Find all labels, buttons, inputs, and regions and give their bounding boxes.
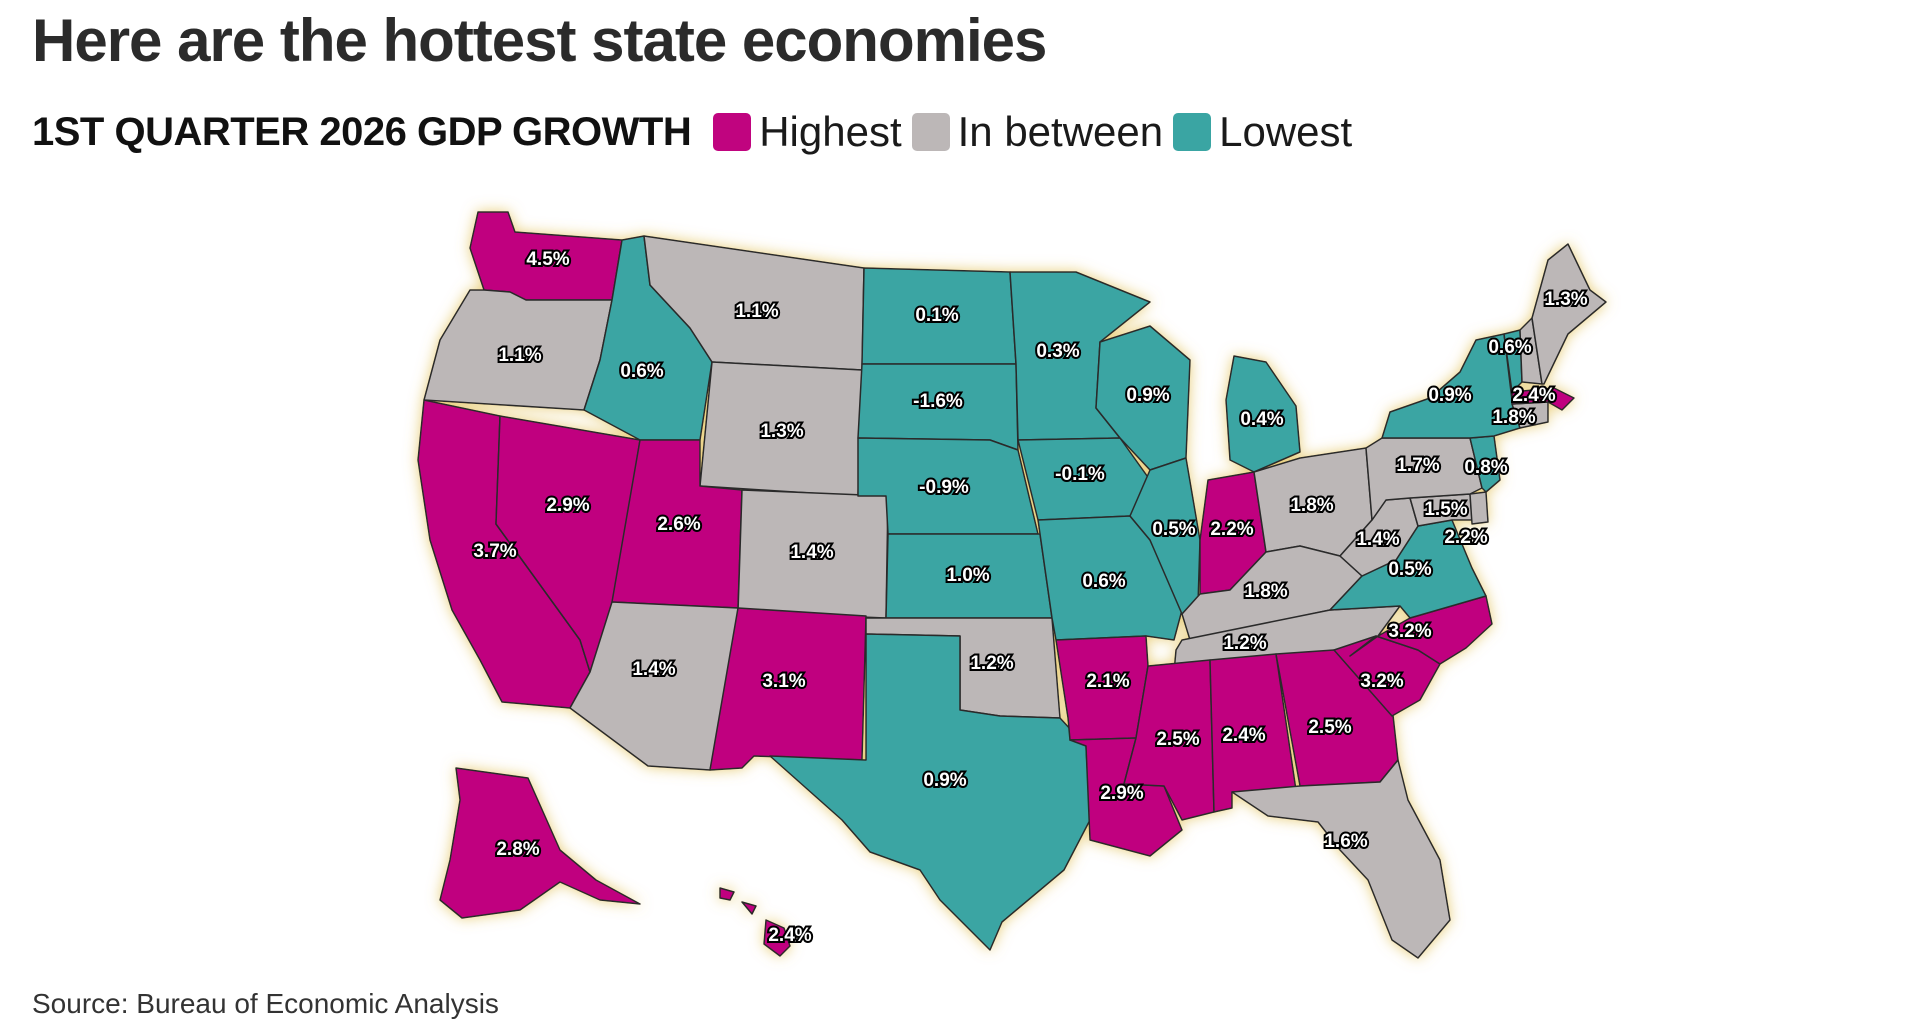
state-ma [1511,387,1575,411]
state-nm [709,607,867,771]
state-label-vt: 0.6% [1488,337,1531,358]
state-label-ny: 0.9% [1428,385,1471,406]
state-nc [1349,595,1493,665]
legend-swatch-in-between [911,113,950,151]
state-label-nj: 0.8% [1464,457,1507,478]
state-label-wa: 4.5% [526,249,569,270]
state-label-sc: 3.2% [1360,671,1403,692]
state-label-mo: 0.6% [1082,571,1125,592]
state-label-wy: 1.3% [760,421,803,442]
state-tx [769,633,1091,951]
state-label-wv: 1.4% [1356,529,1399,550]
state-label-nm: 3.1% [762,671,805,692]
state-label-ok: 1.2% [970,653,1013,674]
subtitle-legend-row: 1ST QUARTER 2026 GDP GROWTH Highest In b… [32,108,1362,156]
state-label-de: 2.2% [1444,527,1487,548]
state-ak [439,767,641,919]
state-label-or: 1.1% [498,345,541,366]
page-title: Here are the hottest state economies [32,7,1047,74]
state-fl [1231,759,1451,959]
state-label-ne: -0.9% [919,477,969,498]
state-label-az: 1.4% [632,659,675,680]
state-label-in: 2.2% [1210,519,1253,540]
legend-label-lowest: Lowest [1219,108,1353,155]
state-label-nd: 0.1% [915,305,958,326]
state-label-il: 0.5% [1152,519,1195,540]
state-label-nc: 3.2% [1388,621,1431,642]
state-label-sd: -1.6% [913,391,963,412]
state-label-oh: 1.8% [1290,495,1333,516]
state-mi [1225,355,1301,473]
state-label-wi: 0.9% [1126,385,1169,406]
state-label-ma: 2.4% [1512,385,1555,406]
legend-item-lowest: Lowest [1173,108,1352,156]
state-label-tn: 1.2% [1223,633,1266,654]
state-label-pa: 1.7% [1396,455,1439,476]
state-label-mt: 1.1% [735,301,778,322]
state-label-la: 2.9% [1100,783,1143,804]
state-me [1531,243,1607,385]
legend-swatch-highest [713,113,752,151]
state-de [1469,491,1489,525]
state-label-va: 0.5% [1388,559,1431,580]
state-label-ks: 1.0% [946,565,989,586]
legend-label-highest: Highest [759,108,902,155]
state-label-hi: 2.4% [768,925,811,946]
state-label-nv: 2.9% [546,495,589,516]
state-label-md: 1.5% [1424,499,1467,520]
source-note: Source: Bureau of Economic Analysis [32,988,499,1019]
state-label-ar: 2.1% [1086,671,1129,692]
state-label-id: 0.6% [620,361,663,382]
state-label-ga: 2.5% [1308,717,1351,738]
state-hi [719,887,791,957]
state-label-fl: 1.6% [1324,831,1367,852]
legend-swatch-lowest [1173,113,1212,151]
state-label-ak: 2.8% [496,839,539,860]
legend-item-highest: Highest [713,108,902,156]
state-label-ms: 2.5% [1156,729,1199,750]
legend-item-in-between: In between [911,108,1164,156]
state-label-ky: 1.8% [1244,581,1287,602]
state-label-al: 2.4% [1222,725,1265,746]
state-label-ut: 2.6% [657,514,700,535]
state-label-co: 1.4% [790,542,833,563]
state-label-ca: 3.7% [473,541,516,562]
legend-label-in-between: In between [957,108,1164,155]
state-label-mn: 0.3% [1036,341,1079,362]
state-label-ia: -0.1% [1055,464,1105,485]
chart-subtitle: 1ST QUARTER 2026 GDP GROWTH [32,109,692,154]
state-label-tx: 0.9% [923,770,966,791]
state-label-me: 1.3% [1544,289,1587,310]
state-label-mi: 0.4% [1240,409,1283,430]
state-label-ct: 1.8% [1492,407,1535,428]
